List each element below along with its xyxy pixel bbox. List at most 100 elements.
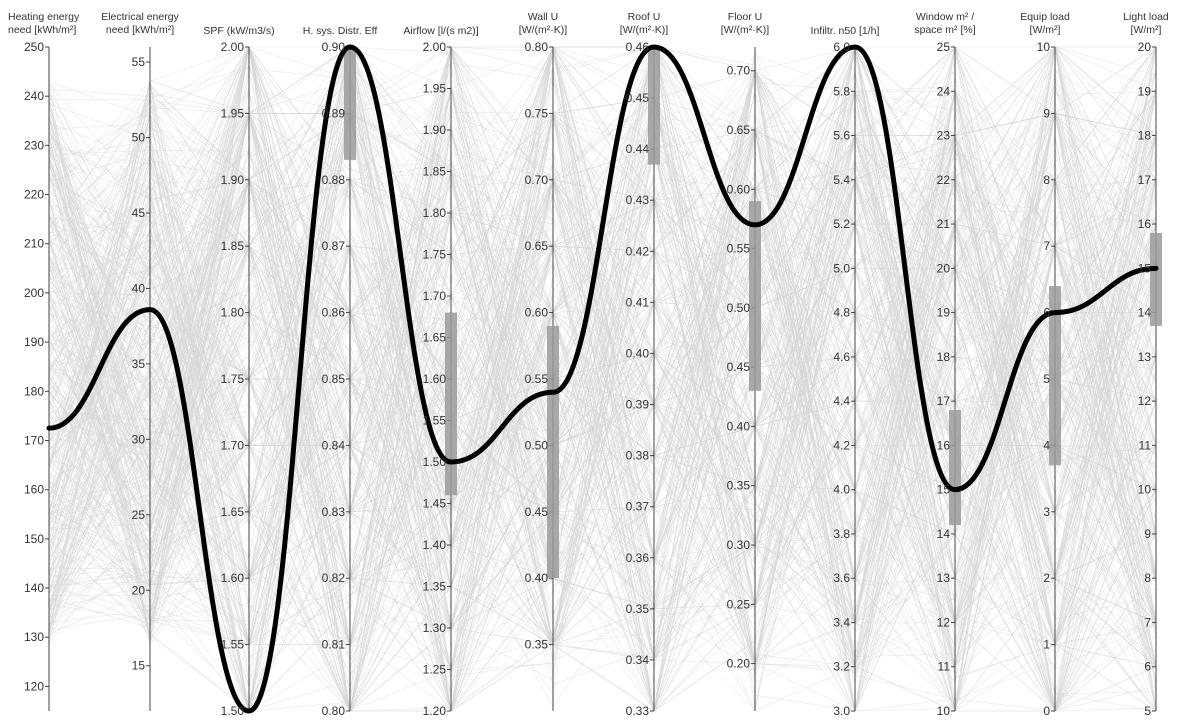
tick-label: 13 xyxy=(937,571,951,585)
axis-header: need [kWh/m²] xyxy=(106,24,174,36)
tick-label: 1.65 xyxy=(221,505,245,519)
range-box xyxy=(547,326,559,578)
tick-label: 0.84 xyxy=(322,438,346,452)
tick-label: 6 xyxy=(1043,306,1050,320)
tick-label: 1.80 xyxy=(423,206,447,220)
tick-label: 6.0 xyxy=(833,40,850,54)
axis-header: need [kWh/m²] xyxy=(8,24,76,36)
tick-label: 1.85 xyxy=(423,165,447,179)
tick-label: 4.2 xyxy=(833,438,850,452)
tick-label: 0.37 xyxy=(626,500,650,514)
tick-label: 1.60 xyxy=(423,372,447,386)
tick-label: 30 xyxy=(132,432,146,446)
axis-header: H. sys. Distr. Eff xyxy=(303,25,378,37)
tick-label: 0.82 xyxy=(322,571,346,585)
tick-label: 12 xyxy=(937,615,951,629)
tick-label: 3.4 xyxy=(833,615,850,629)
tick-label: 0.44 xyxy=(626,142,650,156)
axis-header: [W/(m²·K)] xyxy=(620,24,668,36)
tick-label: 0.45 xyxy=(727,360,751,374)
tick-label: 0.86 xyxy=(322,306,346,320)
tick-label: 1.55 xyxy=(221,638,245,652)
tick-label: 16 xyxy=(937,438,951,452)
axis-header: SPF (kW/m3/s) xyxy=(203,25,274,37)
tick-label: 0.35 xyxy=(626,602,650,616)
tick-label: 2 xyxy=(1043,571,1050,585)
tick-label: 35 xyxy=(132,357,146,371)
tick-label: 0.45 xyxy=(626,91,650,105)
tick-label: 180 xyxy=(24,384,44,398)
tick-label: 250 xyxy=(24,40,44,54)
tick-label: 8 xyxy=(1043,173,1050,187)
tick-label: 0.65 xyxy=(727,123,751,137)
tick-label: 5 xyxy=(1043,372,1050,386)
tick-label: 5.4 xyxy=(833,173,850,187)
tick-label: 240 xyxy=(24,89,44,103)
tick-label: 5.0 xyxy=(833,261,850,275)
tick-label: 19 xyxy=(1138,84,1152,98)
tick-label: 1.80 xyxy=(221,306,245,320)
tick-label: 170 xyxy=(24,433,44,447)
tick-label: 4.0 xyxy=(833,483,850,497)
tick-label: 3.6 xyxy=(833,571,850,585)
tick-label: 0.38 xyxy=(626,449,650,463)
tick-label: 12 xyxy=(1138,394,1152,408)
tick-label: 0.34 xyxy=(626,653,650,667)
tick-label: 1.85 xyxy=(221,239,245,253)
tick-label: 5.6 xyxy=(833,129,850,143)
tick-label: 0.39 xyxy=(626,398,650,412)
tick-label: 0.90 xyxy=(322,40,346,54)
range-box xyxy=(648,47,660,164)
tick-label: 1.90 xyxy=(423,123,447,137)
tick-label: 1.95 xyxy=(423,82,447,96)
tick-label: 20 xyxy=(132,583,146,597)
tick-label: 2.00 xyxy=(423,40,447,54)
tick-label: 15 xyxy=(937,483,951,497)
tick-label: 0.80 xyxy=(525,40,549,54)
tick-label: 0.60 xyxy=(525,306,549,320)
tick-label: 1.60 xyxy=(221,571,245,585)
tick-label: 0.75 xyxy=(525,106,549,120)
axis-header: [W/m²] xyxy=(1030,24,1061,36)
tick-label: 19 xyxy=(937,306,951,320)
tick-label: 3.8 xyxy=(833,527,850,541)
tick-label: 1.25 xyxy=(423,663,447,677)
tick-label: 230 xyxy=(24,138,44,152)
tick-label: 20 xyxy=(1138,40,1152,54)
tick-label: 22 xyxy=(937,173,951,187)
tick-label: 0.55 xyxy=(727,242,751,256)
axis-header: [W/m²] xyxy=(1131,24,1162,36)
tick-label: 1.70 xyxy=(221,438,245,452)
axis-header: [W/(m²·K)] xyxy=(519,24,567,36)
tick-label: 0.50 xyxy=(727,301,751,315)
axis-header: Electrical energy xyxy=(101,11,179,23)
range-box xyxy=(445,313,457,496)
tick-label: 0.20 xyxy=(727,657,751,671)
tick-label: 0.88 xyxy=(322,173,346,187)
tick-label: 190 xyxy=(24,335,44,349)
tick-label: 1.30 xyxy=(423,621,447,635)
tick-label: 16 xyxy=(1138,217,1152,231)
tick-label: 1.70 xyxy=(423,289,447,303)
tick-label: 11 xyxy=(1139,438,1152,452)
axis-header: Heating energy xyxy=(8,11,80,23)
tick-label: 55 xyxy=(132,55,146,69)
range-box xyxy=(749,201,761,391)
tick-label: 3.0 xyxy=(833,704,850,715)
axis-header: space m² [%] xyxy=(914,24,975,36)
tick-label: 0.70 xyxy=(525,173,549,187)
tick-label: 160 xyxy=(24,483,44,497)
tick-label: 1.50 xyxy=(423,455,447,469)
tick-label: 9 xyxy=(1144,527,1151,541)
axis-header: Floor U xyxy=(728,11,762,23)
tick-label: 120 xyxy=(24,679,44,693)
tick-label: 1.45 xyxy=(423,497,447,511)
tick-label: 1.75 xyxy=(221,372,245,386)
tick-label: 200 xyxy=(24,286,44,300)
tick-label: 0.50 xyxy=(525,438,549,452)
tick-label: 0.36 xyxy=(626,551,650,565)
tick-label: 0.83 xyxy=(322,505,346,519)
tick-label: 210 xyxy=(24,237,44,251)
tick-label: 1.40 xyxy=(423,538,447,552)
tick-label: 40 xyxy=(132,281,146,295)
